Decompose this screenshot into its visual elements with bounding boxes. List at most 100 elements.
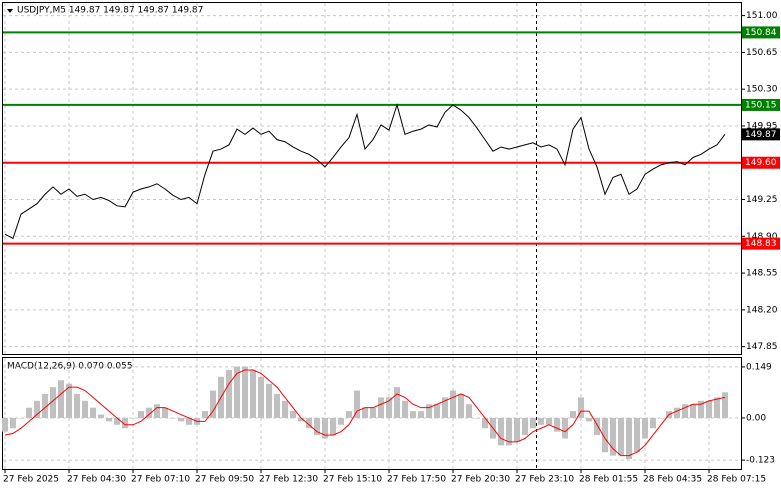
histogram-bar <box>610 417 616 456</box>
histogram-bar <box>426 404 432 418</box>
macd-panel <box>2 357 742 470</box>
level-label: 148.83 <box>745 239 777 249</box>
histogram-bar <box>458 393 464 418</box>
histogram-bar <box>474 417 480 419</box>
x-tick-label: 27 Feb 20:30 <box>451 475 510 485</box>
level-label-box <box>742 156 780 169</box>
y-tick-label: 150.65 <box>746 48 778 58</box>
histogram-bar <box>386 397 392 418</box>
histogram-bar <box>106 417 112 422</box>
x-tick-label: 27 Feb 2025 <box>3 475 59 485</box>
y-tick-label: 148.55 <box>746 269 778 279</box>
histogram-bar <box>146 407 152 418</box>
histogram-bar <box>722 392 728 418</box>
histogram-bar <box>410 411 416 418</box>
histogram-bar <box>378 397 384 418</box>
x-tick-label: 27 Feb 23:10 <box>515 475 574 485</box>
histogram-bar <box>330 417 336 436</box>
histogram-bar <box>346 411 352 418</box>
histogram-bar <box>514 417 520 442</box>
y-tick-label: -0.123 <box>746 456 775 466</box>
histogram-bar <box>50 387 56 418</box>
histogram-bar <box>114 417 120 425</box>
histogram-bar <box>682 404 688 418</box>
histogram-bar <box>18 417 24 419</box>
level-label: 150.15 <box>745 100 777 110</box>
histogram-bar <box>178 417 184 422</box>
y-tick-label: 151.00 <box>746 11 778 21</box>
histogram-bar <box>434 404 440 418</box>
histogram-bar <box>370 407 376 418</box>
histogram-bar <box>162 407 168 418</box>
level-label-box <box>742 26 780 39</box>
histogram-bar <box>274 393 280 418</box>
histogram-bar <box>450 390 456 418</box>
histogram-bar <box>258 376 264 418</box>
x-tick-label: 27 Feb 09:50 <box>195 475 254 485</box>
x-tick-label: 27 Feb 12:30 <box>259 475 318 485</box>
histogram-bar <box>202 411 208 418</box>
histogram-bar <box>154 404 160 418</box>
histogram-bar <box>562 417 568 439</box>
histogram-bar <box>674 407 680 418</box>
histogram-bar <box>66 383 72 418</box>
histogram-bar <box>714 397 720 418</box>
level-label: 150.84 <box>745 28 777 38</box>
histogram-bar <box>698 400 704 418</box>
histogram-bar <box>338 417 344 425</box>
histogram-bar <box>354 390 360 418</box>
histogram-bar <box>706 400 712 418</box>
y-tick-label: 149.95 <box>746 121 778 131</box>
histogram-bar <box>130 417 136 419</box>
histogram-bar <box>690 404 696 418</box>
histogram-bar <box>82 400 88 418</box>
price-line <box>4 369 726 457</box>
histogram-bar <box>122 417 128 429</box>
histogram-bar <box>394 387 400 418</box>
y-tick-label: 147.85 <box>746 342 778 352</box>
histogram-bar <box>482 417 488 429</box>
histogram-bar <box>586 417 592 422</box>
price-label-box <box>742 128 780 141</box>
histogram-bar <box>626 417 632 460</box>
x-tick-label: 28 Feb 04:35 <box>643 475 702 485</box>
price-line <box>4 103 726 240</box>
histogram-bar <box>554 417 560 432</box>
x-tick-label: 27 Feb 17:50 <box>387 475 446 485</box>
histogram-bar <box>602 417 608 453</box>
histogram-bar <box>234 366 240 418</box>
histogram-bar <box>74 393 80 418</box>
histogram-bar <box>530 417 536 429</box>
histogram-bar <box>634 417 640 453</box>
histogram-bar <box>242 366 248 418</box>
histogram-bar <box>498 417 504 446</box>
x-tick-label: 27 Feb 15:10 <box>323 475 382 485</box>
histogram-bar <box>594 417 600 436</box>
histogram-bar <box>402 400 408 418</box>
price-label: 149.87 <box>745 130 777 140</box>
histogram-bar <box>34 400 40 418</box>
histogram-bar <box>26 407 32 418</box>
histogram-bar <box>226 369 232 418</box>
histogram-bar <box>658 417 664 419</box>
histogram-bar <box>138 411 144 418</box>
histogram-bar <box>362 407 368 418</box>
histogram-bar <box>10 417 16 429</box>
histogram-bar <box>650 417 656 429</box>
histogram-bar <box>314 417 320 436</box>
dropdown-icon <box>7 9 13 13</box>
histogram-bar <box>186 417 192 425</box>
histogram-bar <box>210 390 216 418</box>
histogram-bar <box>322 417 328 439</box>
y-tick-label: 0.00 <box>746 413 766 423</box>
histogram-bar <box>250 369 256 418</box>
histogram-bar <box>578 397 584 418</box>
x-tick-label: 28 Feb 01:55 <box>579 475 638 485</box>
histogram-bar <box>570 411 576 418</box>
price-panel <box>2 2 742 355</box>
histogram-bar <box>90 407 96 418</box>
histogram-bar <box>170 417 176 419</box>
histogram-bar <box>618 417 624 456</box>
histogram-bar <box>546 417 552 425</box>
